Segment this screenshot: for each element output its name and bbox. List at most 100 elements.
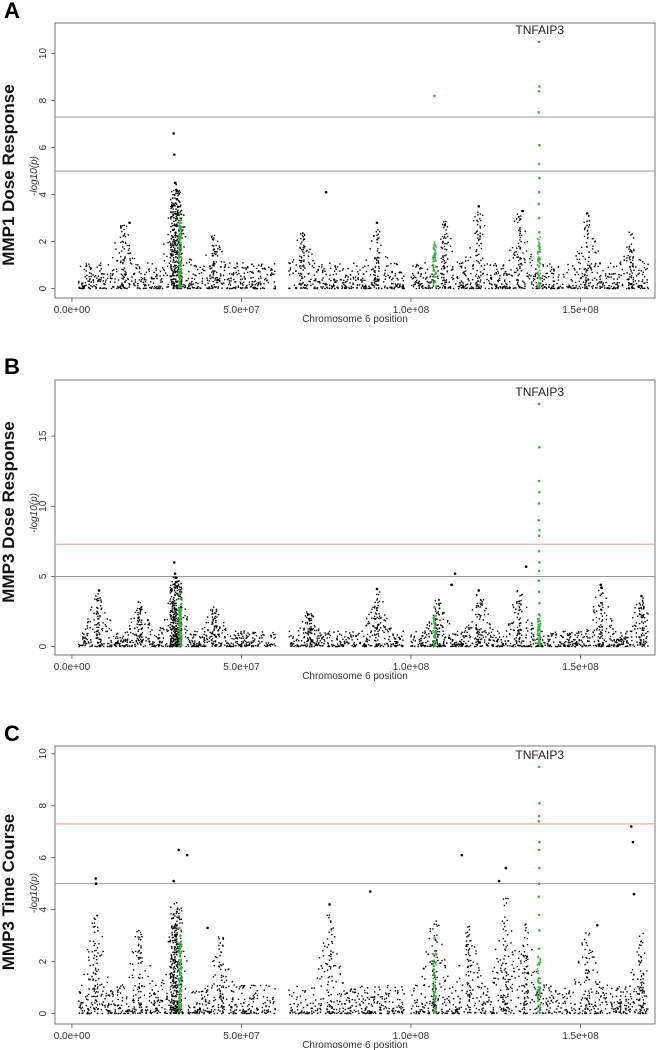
- snp-dot: [127, 634, 130, 636]
- snp-dot: [436, 612, 438, 614]
- snp-dot: [172, 618, 175, 620]
- snp-dot: [104, 283, 106, 286]
- snp-dot: [252, 276, 254, 279]
- snp-dot: [613, 639, 616, 642]
- snp-dot: [479, 218, 481, 220]
- snp-dot: [448, 622, 451, 625]
- snp-dot: [173, 282, 176, 284]
- snp-dot: [177, 268, 180, 270]
- snp-dot: [477, 287, 479, 290]
- snp-dot: [90, 281, 93, 283]
- snp-dot: [173, 228, 175, 231]
- snp-dot: [418, 287, 421, 289]
- snp-dot: [309, 643, 312, 646]
- snp-dot: [307, 614, 309, 616]
- snp-dot: [618, 281, 620, 284]
- snp-dot: [558, 274, 560, 276]
- snp-dot: [526, 272, 528, 274]
- snp-dot: [360, 279, 362, 282]
- snp-dot: [97, 622, 99, 625]
- snp-dot: [211, 642, 213, 644]
- snp-dot: [216, 277, 219, 279]
- snp-dot: [189, 641, 192, 644]
- highlight-dot: [180, 277, 182, 279]
- snp-dot: [192, 643, 195, 645]
- snp-dot: [174, 217, 177, 220]
- snp-dot: [172, 640, 175, 642]
- snp-dot: [304, 245, 306, 248]
- snp-dot: [357, 273, 360, 275]
- snp-dot: [97, 279, 100, 281]
- snp-dot: [529, 641, 531, 643]
- snp-dot: [550, 635, 553, 637]
- snp-dot: [452, 278, 454, 281]
- snp-dot: [641, 599, 644, 602]
- snp-dot: [600, 601, 602, 604]
- snp-dot: [115, 248, 117, 250]
- snp-dot: [245, 267, 247, 269]
- snp-dot: [321, 279, 323, 281]
- snp-dot: [512, 644, 515, 646]
- snp-dot: [300, 243, 302, 245]
- snp-dot: [140, 272, 142, 275]
- snp-dot: [171, 225, 174, 227]
- snp-dot: [376, 607, 379, 609]
- snp-dot: [369, 248, 371, 250]
- snp-dot: [169, 611, 171, 614]
- snp-dot: [374, 280, 376, 283]
- snp-dot: [253, 281, 255, 283]
- snp-dot: [586, 233, 589, 236]
- snp-dot: [419, 284, 422, 286]
- snp-dot: [518, 219, 521, 222]
- snp-dot: [224, 628, 227, 631]
- snp-dot: [156, 275, 158, 277]
- snp-dot: [438, 614, 440, 616]
- snp-dot: [377, 644, 380, 646]
- snp-dot: [173, 259, 175, 262]
- snp-dot: [481, 214, 484, 216]
- snp-dot: [306, 632, 308, 635]
- snp-dot: [175, 614, 177, 616]
- snp-dot: [79, 287, 82, 290]
- snp-dot: [104, 281, 107, 283]
- snp-dot: [185, 279, 187, 282]
- snp-dot: [608, 285, 610, 287]
- snp-dot: [443, 236, 446, 238]
- snp-dot: [318, 637, 320, 640]
- snp-dot: [122, 276, 125, 278]
- snp-dot: [313, 262, 316, 265]
- highlight-dot: [179, 267, 182, 270]
- snp-dot: [640, 607, 643, 609]
- snp-dot: [444, 255, 446, 257]
- snp-dot: [213, 606, 215, 608]
- snp-dot: [172, 244, 175, 246]
- snp-dot: [167, 242, 169, 244]
- snp-dot: [617, 638, 620, 641]
- snp-dot: [218, 629, 220, 631]
- snp-dot: [586, 220, 588, 223]
- snp-dot: [271, 269, 273, 271]
- snp-dot: [125, 225, 128, 228]
- snp-dot: [549, 263, 551, 265]
- snp-dot: [116, 260, 118, 262]
- highlight-dot: [432, 270, 434, 272]
- snp-dot: [497, 287, 499, 290]
- snp-dot: [517, 260, 520, 262]
- snp-dot: [642, 614, 645, 616]
- snp-dot: [233, 267, 235, 269]
- snp-dot: [152, 642, 154, 645]
- snp-dot: [115, 644, 117, 646]
- snp-dot: [612, 628, 614, 630]
- snp-dot: [462, 635, 464, 637]
- snp-dot: [478, 629, 480, 631]
- snp-dot: [390, 286, 393, 288]
- snp-dot: [124, 274, 126, 277]
- snp-dot: [123, 645, 126, 647]
- snp-dot: [211, 254, 214, 257]
- snp-dot: [237, 643, 240, 646]
- snp-dot: [176, 210, 178, 213]
- highlight-dot: [177, 264, 180, 267]
- snp-dot: [159, 287, 162, 289]
- snp-dot: [173, 238, 175, 241]
- snp-dot: [220, 275, 222, 277]
